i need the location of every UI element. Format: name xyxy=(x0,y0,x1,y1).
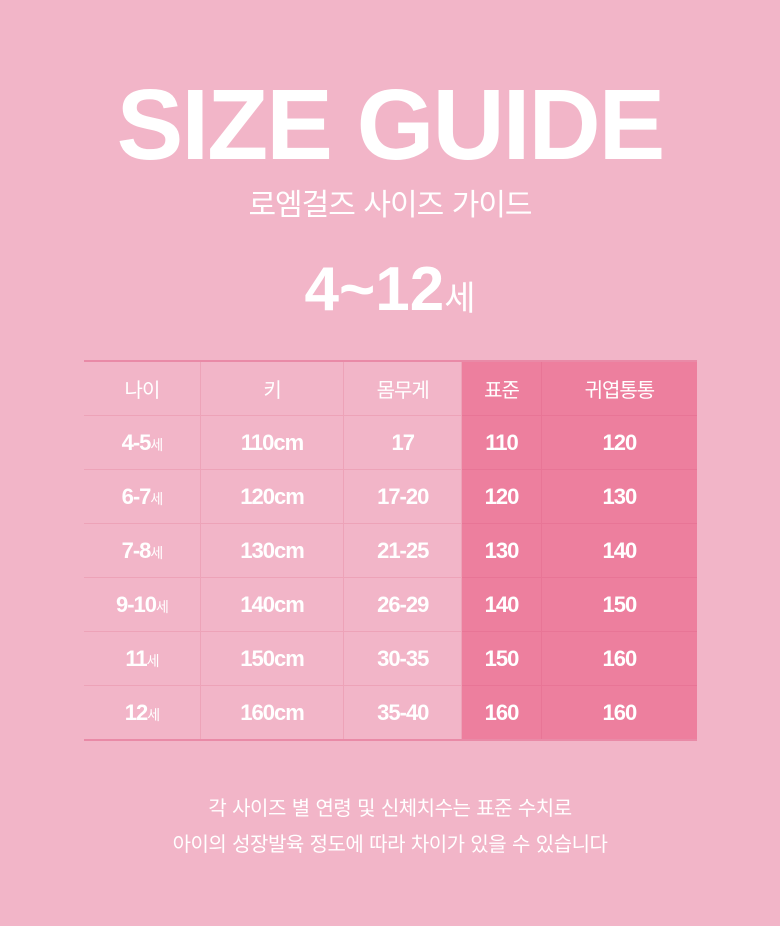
age-unit: 세 xyxy=(150,545,163,562)
cell-weight: 30-35 xyxy=(343,631,463,686)
cell-chubby: 160 xyxy=(540,631,697,686)
header-chubby: 귀엽통통 xyxy=(540,360,697,416)
table-row: 9-10세 140cm 26-29 140 150 xyxy=(84,577,697,632)
age-value: 6-7 xyxy=(121,483,152,509)
header-height: 키 xyxy=(199,360,345,416)
cell-age: 6-7세 xyxy=(84,469,201,524)
table-header-row: 나이 키 몸무게 표준 귀엽통통 xyxy=(84,360,697,416)
cell-standard: 120 xyxy=(461,469,542,524)
table-row: 12세 160cm 35-40 160 160 xyxy=(84,685,697,741)
cell-weight: 26-29 xyxy=(343,577,463,632)
table-row: 6-7세 120cm 17-20 120 130 xyxy=(84,469,697,524)
age-range-value: 4~12 xyxy=(304,255,445,324)
age-value: 11 xyxy=(125,645,147,671)
cell-age: 4-5세 xyxy=(84,415,201,470)
cell-weight: 35-40 xyxy=(343,685,463,741)
cell-height: 140cm xyxy=(199,577,345,632)
cell-chubby: 160 xyxy=(540,685,697,741)
cell-height: 130cm xyxy=(199,523,345,578)
cell-standard: 140 xyxy=(461,577,542,632)
table-row: 4-5세 110cm 17 110 120 xyxy=(84,415,697,470)
size-table: 나이 키 몸무게 표준 귀엽통통 4-5세 110cm 17 110 120 6-… xyxy=(84,360,697,741)
cell-standard: 110 xyxy=(461,415,542,470)
cell-chubby: 150 xyxy=(540,577,697,632)
cell-weight: 17-20 xyxy=(343,469,463,524)
table-row: 11세 150cm 30-35 150 160 xyxy=(84,631,697,686)
age-value: 12 xyxy=(124,699,149,725)
cell-height: 120cm xyxy=(199,469,345,524)
cell-standard: 150 xyxy=(461,631,542,686)
age-unit: 세 xyxy=(147,707,160,724)
cell-weight: 21-25 xyxy=(343,523,463,578)
cell-height: 150cm xyxy=(199,631,345,686)
age-range: 4~12세 xyxy=(0,255,780,334)
cell-height: 160cm xyxy=(199,685,345,741)
age-range-unit: 세 xyxy=(444,279,476,319)
note: 각 사이즈 별 연령 및 신체치수는 표준 수치로 아이의 성장발육 정도에 따… xyxy=(0,790,780,862)
cell-age: 9-10세 xyxy=(84,577,201,632)
age-unit: 세 xyxy=(150,437,163,454)
age-value: 7-8 xyxy=(121,537,152,563)
table-row: 7-8세 130cm 21-25 130 140 xyxy=(84,523,697,578)
age-unit: 세 xyxy=(150,491,163,508)
cell-height: 110cm xyxy=(199,415,345,470)
cell-age: 12세 xyxy=(84,685,201,741)
note-line-1: 각 사이즈 별 연령 및 신체치수는 표준 수치로 xyxy=(208,796,572,820)
subtitle: 로엠걸즈 사이즈 가이드 xyxy=(248,188,532,223)
cell-standard: 130 xyxy=(461,523,542,578)
cell-chubby: 130 xyxy=(540,469,697,524)
age-unit: 세 xyxy=(156,599,169,616)
age-value: 4-5 xyxy=(121,429,152,455)
header-weight: 몸무게 xyxy=(343,360,463,416)
header-age: 나이 xyxy=(84,360,201,416)
page-title: SIZE GUIDE xyxy=(116,69,666,181)
cell-age: 7-8세 xyxy=(84,523,201,578)
age-value: 9-10 xyxy=(115,591,157,617)
age-unit: 세 xyxy=(146,653,160,670)
cell-age: 11세 xyxy=(84,631,201,686)
cell-standard: 160 xyxy=(461,685,542,741)
cell-chubby: 120 xyxy=(540,415,697,470)
header-standard: 표준 xyxy=(461,360,542,416)
cell-weight: 17 xyxy=(343,415,463,470)
note-line-2: 아이의 성장발육 정도에 따라 차이가 있을 수 있습니다 xyxy=(172,832,608,856)
cell-chubby: 140 xyxy=(540,523,697,578)
